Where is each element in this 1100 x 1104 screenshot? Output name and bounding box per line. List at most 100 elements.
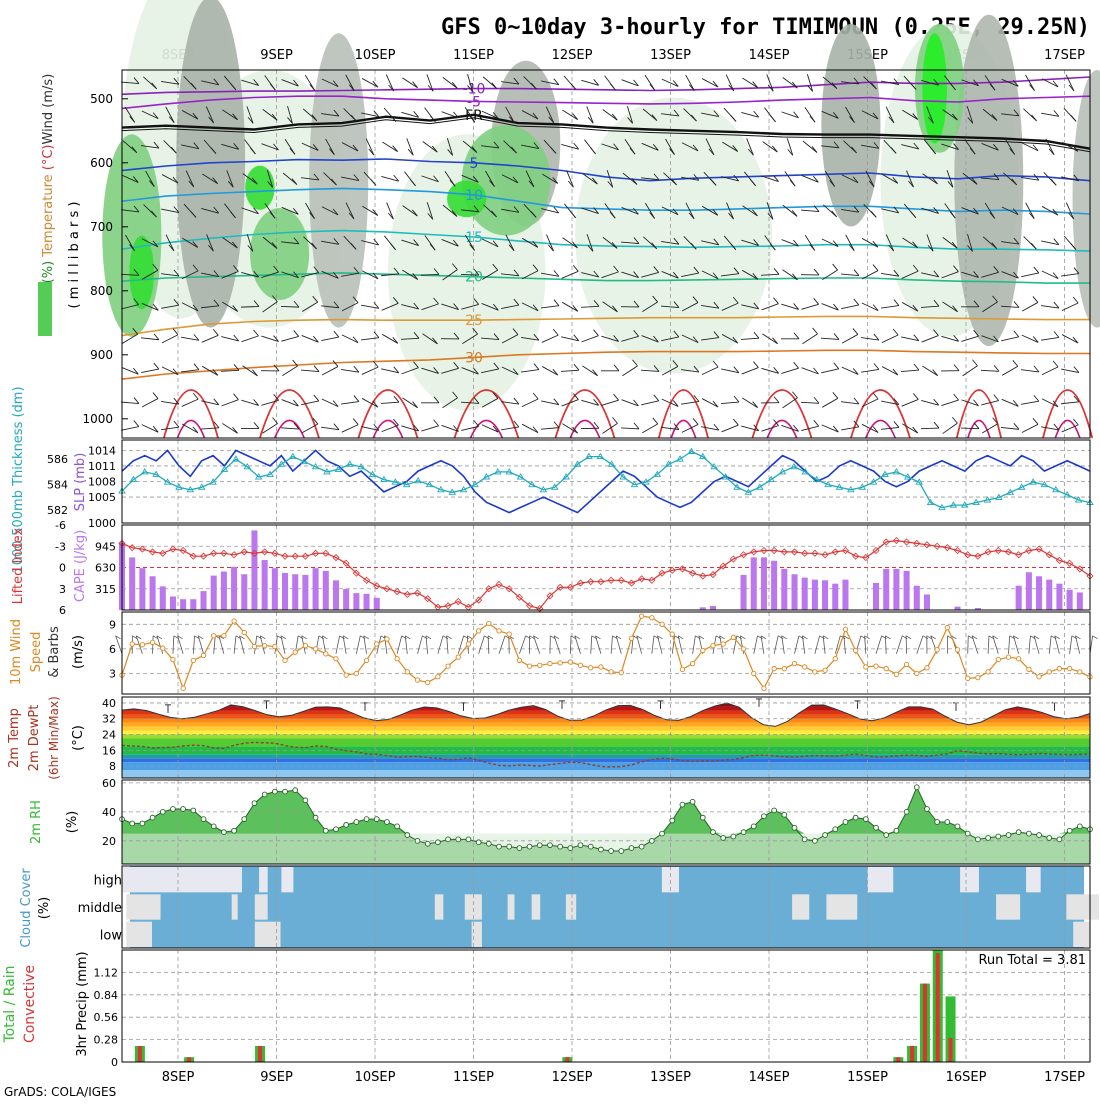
- cloud-clear-cell: [566, 894, 576, 919]
- precip-frame: [122, 950, 1090, 1062]
- wind-speed-point: [802, 665, 806, 669]
- rh-point: [812, 838, 817, 843]
- cape-bar: [333, 580, 339, 610]
- cape-bar: [924, 594, 930, 610]
- pressure-tick-label: 700: [90, 220, 113, 234]
- cape-bar: [1026, 572, 1032, 610]
- temp-tick-label: 40: [102, 697, 116, 710]
- cape-bar: [883, 569, 889, 610]
- rh-point: [823, 833, 828, 838]
- run-total-annotation: Run Total = 3.81: [978, 953, 1086, 968]
- wind-barb-10m: [281, 636, 285, 654]
- wind-speed-point: [395, 657, 399, 661]
- rh-point: [252, 801, 257, 806]
- wind-speed-point: [538, 663, 542, 667]
- wind-speed-point: [701, 648, 705, 652]
- precip-tick-label: 0.84: [94, 989, 119, 1002]
- wind-speed-point: [578, 663, 582, 667]
- wind-speed-point: [425, 680, 429, 684]
- wind-speed-point: [1067, 666, 1071, 670]
- cloud-clear-cell: [792, 894, 809, 919]
- wind-speed-point: [711, 643, 715, 647]
- cape-bar: [710, 606, 716, 610]
- wind-speed-point: [639, 614, 643, 618]
- cape-bar: [129, 557, 135, 610]
- cape-bar: [751, 557, 757, 610]
- wind-barb-10m: [214, 636, 216, 654]
- rh-shading: [821, 24, 880, 226]
- wind-speed-point: [813, 670, 817, 674]
- cape-bar: [272, 568, 278, 610]
- rh-point: [527, 844, 532, 849]
- cross-section-ylabel: RH (%) Temperature (°C)Wind (m/s): [41, 74, 56, 307]
- rh-point: [751, 824, 756, 829]
- cape-bar: [139, 568, 145, 610]
- rh-point: [1026, 831, 1031, 836]
- cape-bar: [1067, 590, 1073, 610]
- thickness-tick-label: 582: [47, 504, 68, 517]
- precip-conv-bar: [565, 1057, 569, 1062]
- wind-speed-point: [853, 648, 857, 652]
- wind-speed-point: [242, 630, 246, 634]
- rh-point: [996, 834, 1001, 839]
- cape-bar: [241, 574, 247, 610]
- cross-section-ylabel-part-1: Temperature: [41, 174, 56, 260]
- wind-barb: [461, 274, 479, 275]
- rh-point: [558, 844, 563, 849]
- date-tick-bottom: 10SEP: [355, 1070, 396, 1085]
- wind-barb: [421, 274, 439, 275]
- wind-speed-point: [476, 629, 480, 633]
- cape-bar: [741, 575, 747, 610]
- rh-point: [1067, 828, 1072, 833]
- pressure-cross-section-panel: 5006007008009001000-10-5FR51015202530RH …: [38, 0, 1100, 438]
- date-tick-top: 11SEP: [453, 48, 494, 63]
- wind-barb-10m: [417, 636, 422, 654]
- wind-speed-point: [140, 643, 144, 647]
- rh-point: [201, 817, 206, 822]
- wind-speed-point: [385, 637, 389, 641]
- rh-point: [609, 849, 614, 854]
- wind-speed-point: [966, 676, 970, 680]
- thickness-tick-label: 584: [47, 479, 68, 492]
- rh-point: [456, 837, 461, 842]
- precip-tick-label: 0.56: [94, 1011, 119, 1024]
- rh-point: [680, 802, 685, 807]
- wind-speed-point: [497, 629, 501, 633]
- cross-section-ylabel-part-2: (°C): [41, 144, 56, 174]
- rh-point: [649, 838, 654, 843]
- rh-point: [354, 820, 359, 825]
- wind-barb-10m: [876, 636, 882, 654]
- cloud-clear-cell: [826, 894, 857, 919]
- precip-ylabel-unit: 3hr Precip (mm): [75, 951, 90, 1056]
- rh-point: [599, 847, 604, 852]
- wind-speed-point: [375, 642, 379, 646]
- wind-speed-point: [466, 642, 470, 646]
- wind-speed-point: [252, 644, 256, 648]
- cape-bar: [221, 572, 227, 610]
- cape-bar: [150, 576, 156, 610]
- rh-shading: [309, 33, 368, 327]
- wind-barb-10m: [896, 636, 902, 654]
- date-tick-top: 17SEP: [1044, 48, 1085, 63]
- wind-barb-10m: [1049, 636, 1051, 654]
- cape-bar: [822, 580, 828, 610]
- wind-barb-10m: [611, 636, 612, 654]
- rh-point: [965, 831, 970, 836]
- rh-point: [303, 798, 308, 803]
- rh-shading: [250, 208, 309, 300]
- slp-tick-label: 1005: [88, 491, 116, 504]
- rh-point: [293, 788, 298, 793]
- slp-tick-label: 1008: [88, 476, 116, 489]
- cape-bar: [955, 607, 961, 610]
- rh-point: [1057, 837, 1062, 842]
- cape-bar: [802, 578, 808, 610]
- rh-point: [884, 833, 889, 838]
- rh-point: [639, 844, 644, 849]
- wind-speed-point: [313, 647, 317, 651]
- rh-point: [925, 807, 930, 812]
- cape-bar: [170, 597, 176, 610]
- date-tick-top: 9SEP: [260, 48, 293, 63]
- cape-bar: [1016, 586, 1022, 610]
- rh-point: [517, 846, 522, 851]
